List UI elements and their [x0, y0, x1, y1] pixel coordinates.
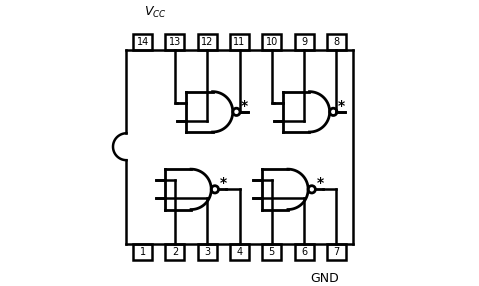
Text: 14: 14 [137, 37, 149, 47]
Bar [133, 244, 152, 260]
Bar [327, 34, 346, 50]
Bar [262, 244, 281, 260]
Bar [165, 34, 184, 50]
Text: 2: 2 [172, 247, 178, 257]
Text: $V_{CC}$: $V_{CC}$ [144, 5, 167, 20]
Bar [230, 34, 249, 50]
Bar [295, 244, 314, 260]
Text: 7: 7 [333, 247, 340, 257]
Text: 9: 9 [301, 37, 307, 47]
Text: *: * [220, 176, 227, 190]
Text: 10: 10 [266, 37, 278, 47]
Text: *: * [338, 99, 345, 113]
Bar [230, 244, 249, 260]
Bar [165, 244, 184, 260]
Bar [327, 244, 346, 260]
Bar [295, 34, 314, 50]
Text: 1: 1 [139, 247, 146, 257]
Bar [198, 244, 217, 260]
Text: 3: 3 [204, 247, 210, 257]
Text: GND: GND [310, 272, 339, 285]
Text: 13: 13 [169, 37, 181, 47]
Text: 5: 5 [269, 247, 275, 257]
Bar [262, 34, 281, 50]
Text: 8: 8 [333, 37, 340, 47]
Text: 4: 4 [237, 247, 242, 257]
Text: *: * [241, 99, 248, 113]
Text: 11: 11 [233, 37, 246, 47]
Text: 12: 12 [201, 37, 213, 47]
Bar [133, 34, 152, 50]
Text: *: * [317, 176, 324, 190]
Bar [198, 34, 217, 50]
Text: 6: 6 [301, 247, 307, 257]
